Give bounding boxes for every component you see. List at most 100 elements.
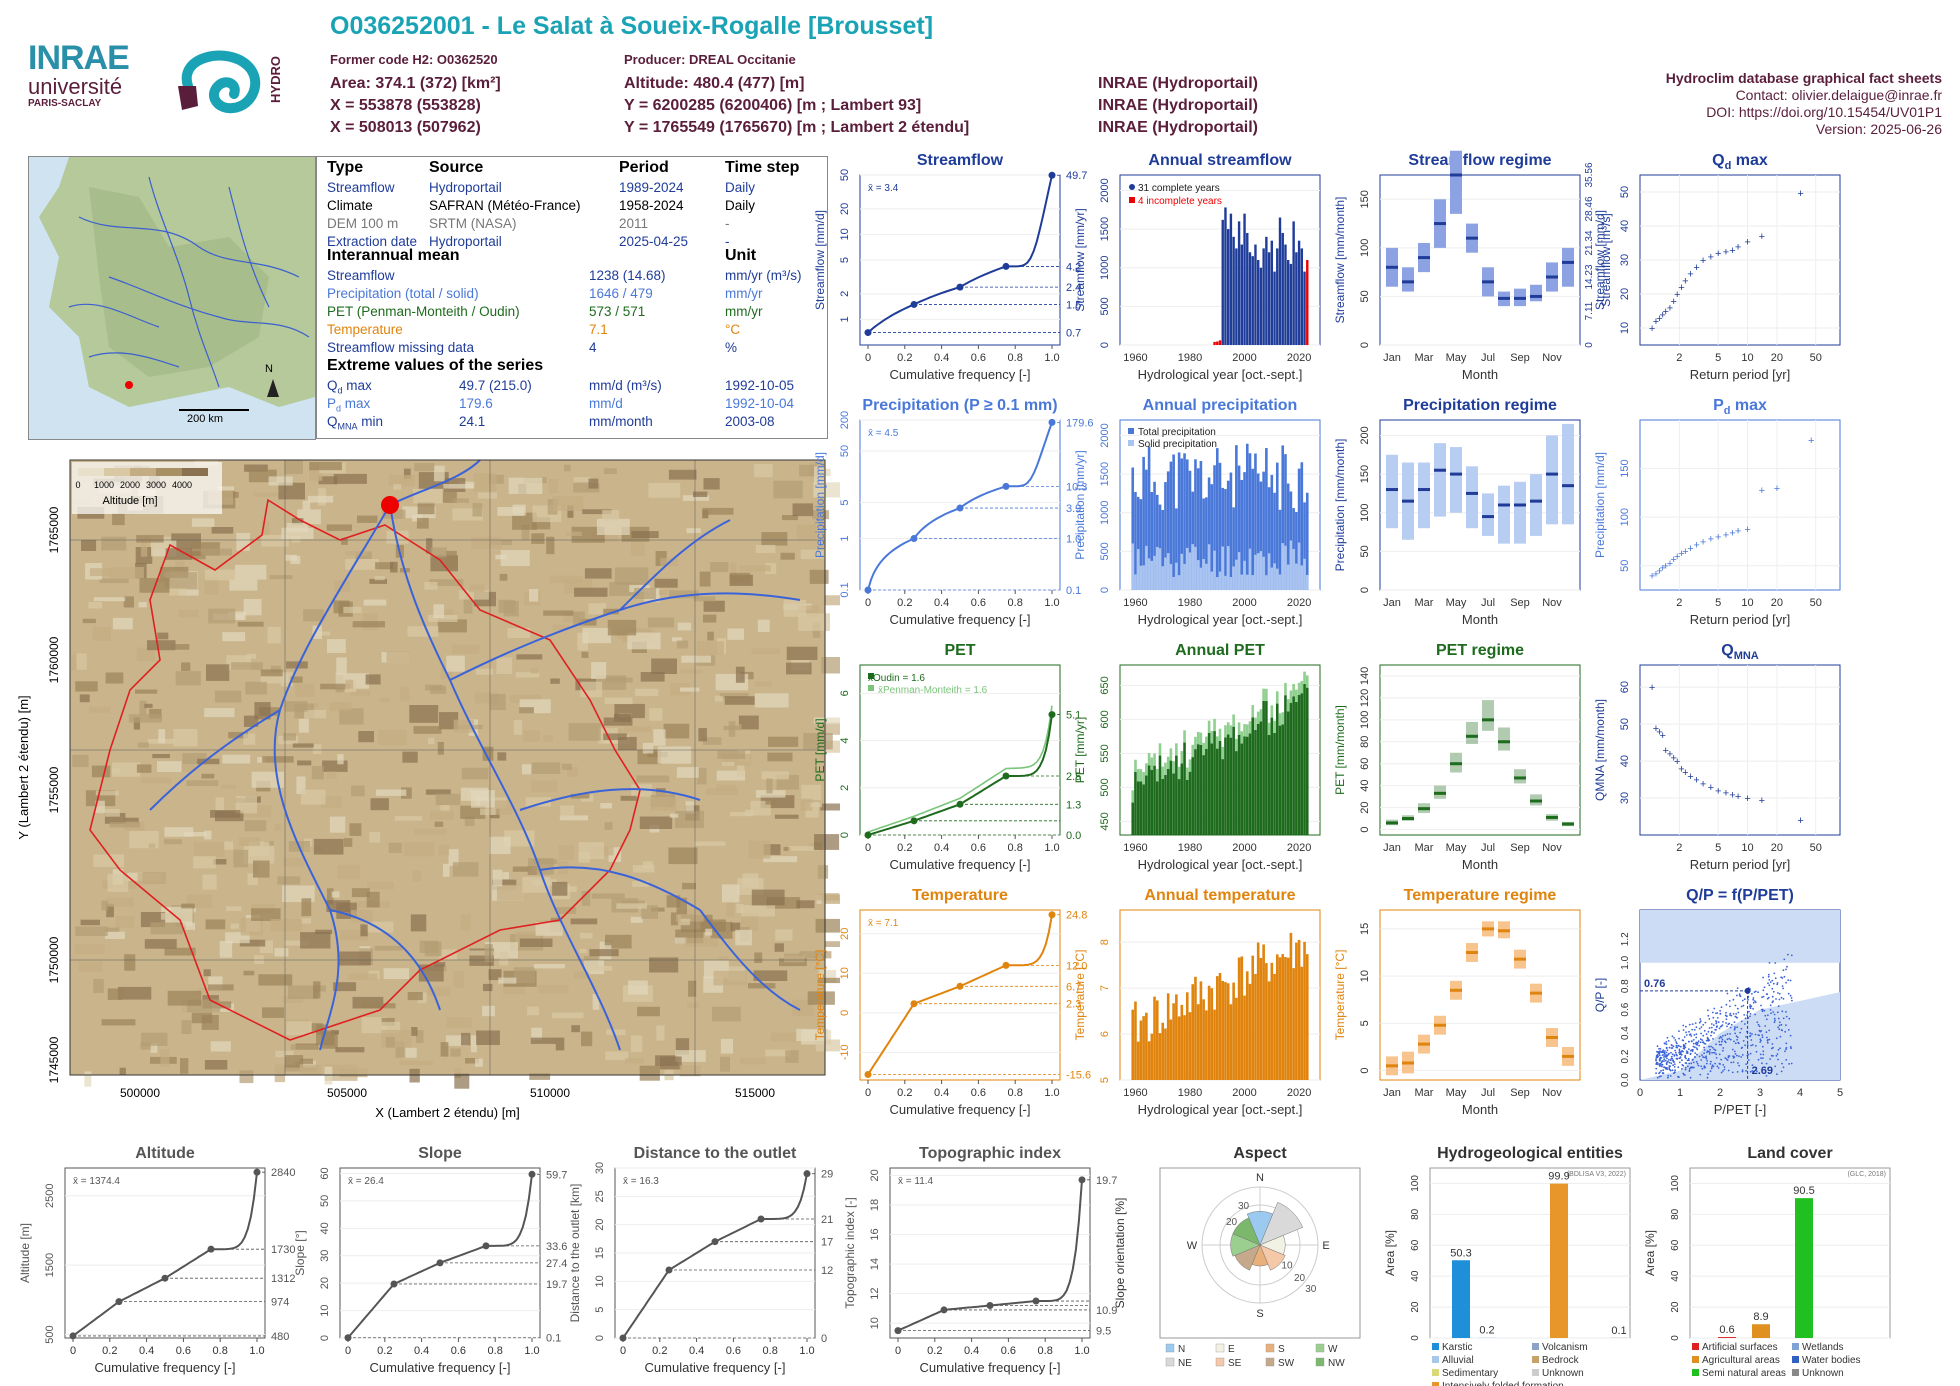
point — [1709, 1070, 1712, 1073]
point — [1732, 998, 1735, 1001]
bar — [1188, 470, 1192, 590]
x-tick: 0.4 — [139, 1345, 154, 1357]
bar-secondary — [1303, 558, 1306, 590]
point — [1740, 1020, 1743, 1023]
point — [1688, 1034, 1691, 1036]
point — [1670, 1062, 1673, 1065]
point — [1683, 1045, 1686, 1048]
locator-map: N 200 km — [28, 156, 316, 440]
point — [1780, 996, 1783, 999]
bar — [1795, 1198, 1813, 1338]
median-Feb — [1402, 817, 1414, 821]
x-tick: 2020 — [1287, 1087, 1311, 1099]
bar — [1295, 252, 1298, 345]
x-tick: 0.8 — [1008, 597, 1023, 609]
y-tick: 4 — [839, 737, 851, 743]
y2-tick: 35.56 — [1584, 162, 1595, 187]
bar — [1218, 740, 1222, 835]
doi-link[interactable]: DOI: https://doi.org/10.15454/UV01P1 — [1706, 104, 1942, 120]
bar — [1303, 941, 1306, 1080]
point — [1714, 1062, 1716, 1065]
bar — [1265, 701, 1268, 835]
y-tick: 0.4 — [1620, 1026, 1631, 1040]
bar — [1155, 781, 1159, 835]
river-6 — [389, 459, 481, 506]
point — [1689, 1052, 1692, 1055]
point — [1720, 1058, 1722, 1061]
x-axis-label: Month — [1462, 612, 1498, 627]
legend-label: Altitude [m] — [102, 495, 157, 507]
bar — [1199, 744, 1203, 835]
legend-swatch — [130, 468, 156, 476]
legend-label: SE — [1228, 1358, 1242, 1369]
y-tick: 80 — [1670, 1208, 1681, 1220]
bar — [1202, 755, 1205, 835]
bar-secondary — [1191, 744, 1195, 758]
bar-secondary — [1183, 730, 1186, 743]
bar — [1292, 968, 1295, 1080]
x-tick: 0.6 — [726, 1345, 741, 1357]
y-tick: 0.2 — [1620, 1049, 1631, 1063]
bar-secondary — [1188, 552, 1192, 590]
legend-swatch — [182, 468, 208, 476]
point — [1692, 1042, 1695, 1045]
point — [1749, 1013, 1752, 1015]
point — [1750, 1044, 1752, 1047]
bar — [1306, 260, 1309, 345]
point — [1660, 1064, 1663, 1066]
y-tick: 10 — [1619, 322, 1631, 334]
y-tick: 30 — [1619, 792, 1631, 804]
point — [1702, 1023, 1705, 1026]
bar-secondary — [1215, 736, 1219, 749]
point — [1712, 1038, 1714, 1040]
col-time-step: Time step — [725, 159, 800, 176]
y-tick: 500 — [1099, 542, 1111, 560]
point — [1785, 1011, 1787, 1013]
point — [1720, 1036, 1723, 1039]
point — [1659, 1062, 1662, 1065]
x-tick: 20 — [1771, 597, 1783, 609]
point — [1770, 1069, 1773, 1071]
bar-secondary — [1245, 724, 1249, 737]
point — [1754, 1013, 1756, 1016]
legend-label: NE — [1178, 1358, 1192, 1369]
bar — [1215, 448, 1219, 590]
point — [1659, 1065, 1661, 1067]
point — [1790, 1062, 1793, 1065]
chart-title: PET regime — [1436, 642, 1524, 659]
bar — [1221, 980, 1225, 1080]
bar — [1185, 992, 1189, 1080]
point — [1737, 1062, 1739, 1064]
median-Jan — [1386, 821, 1398, 825]
x-tick: Sep — [1510, 842, 1530, 854]
map-y-tick: 1750000 — [47, 936, 61, 983]
point — [1732, 1055, 1734, 1057]
point — [1736, 1054, 1738, 1057]
y-tick: 50 — [839, 169, 851, 181]
point — [1674, 1049, 1676, 1052]
point — [1722, 1021, 1724, 1023]
y2-tick: 7.11 — [1584, 301, 1595, 320]
legend-label: Unknown — [1802, 1368, 1844, 1379]
median-Jan — [1386, 488, 1398, 492]
point — [1727, 1055, 1730, 1057]
bar-secondary — [1273, 720, 1276, 733]
bar — [1215, 976, 1219, 1080]
bar — [1256, 942, 1260, 1080]
legend-swatch — [1532, 1369, 1539, 1376]
coord-source-2: INRAE (Hydroportail) — [1098, 97, 1258, 114]
bar-secondary — [1275, 691, 1279, 704]
point — [1679, 1051, 1681, 1053]
legend-swatch — [1165, 1357, 1175, 1367]
bar — [1139, 1020, 1143, 1080]
y-tick: 10 — [1359, 970, 1371, 982]
y-axis-label: Topographic index [-] — [843, 1197, 857, 1308]
bar-secondary — [1166, 553, 1170, 590]
point — [1655, 1059, 1657, 1062]
col-source: Source — [429, 159, 484, 176]
legend-label: NW — [1328, 1358, 1345, 1369]
x-tick: 0 — [865, 352, 871, 364]
point — [1698, 1027, 1701, 1030]
point — [1739, 1031, 1741, 1034]
point — [1761, 1057, 1764, 1059]
